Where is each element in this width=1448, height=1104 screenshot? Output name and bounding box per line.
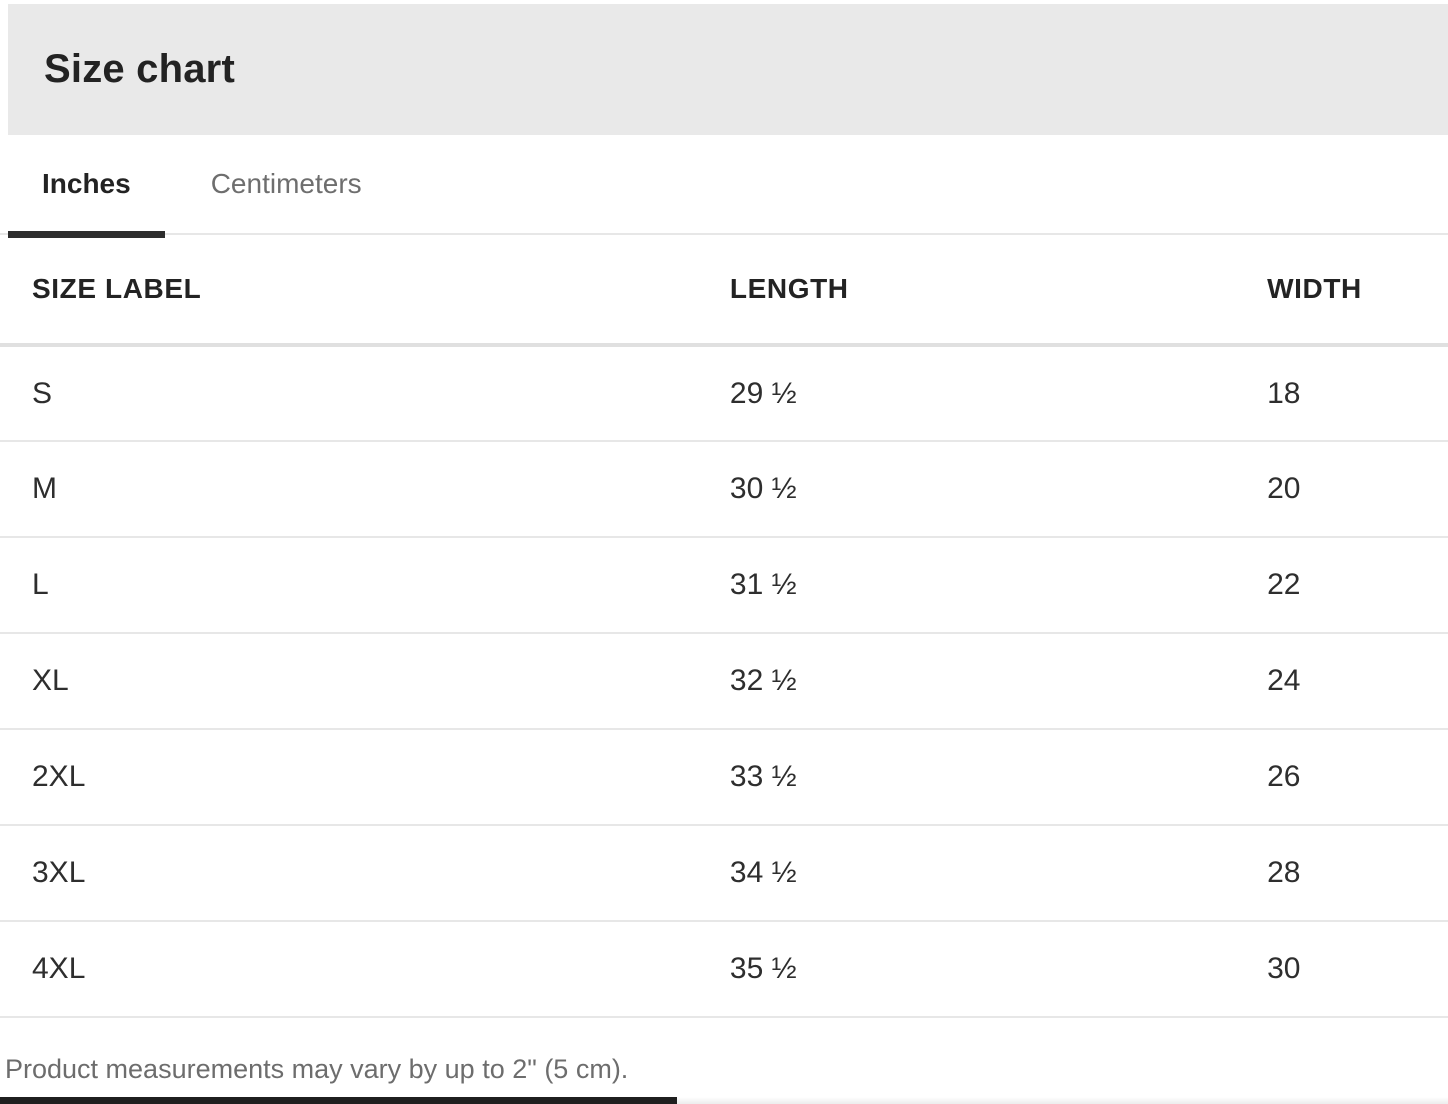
size-cell: 3XL [0, 825, 698, 922]
table-row: L 31 ½ 22 [0, 537, 1448, 634]
width-cell: 26 [1235, 729, 1448, 826]
tab-centimeters[interactable]: Centimeters [177, 135, 396, 233]
table-row: XL 32 ½ 24 [0, 633, 1448, 730]
table-row: 2XL 33 ½ 26 [0, 729, 1448, 826]
size-cell: L [0, 537, 698, 634]
size-cell: 4XL [0, 921, 698, 1018]
size-cell: 2XL [0, 729, 698, 826]
size-chart-header: Size chart [8, 4, 1448, 135]
width-cell: 28 [1235, 825, 1448, 922]
size-cell: M [0, 441, 698, 538]
length-cell: 31 ½ [697, 537, 1236, 634]
tab-inches-label: Inches [42, 168, 131, 199]
table-row: M 30 ½ 20 [0, 441, 1448, 538]
column-header-length: LENGTH [697, 235, 1236, 347]
tab-inches[interactable]: Inches [8, 135, 165, 238]
table-row: 3XL 34 ½ 28 [0, 825, 1448, 922]
column-header-width: WIDTH [1235, 235, 1448, 347]
size-table: SIZE LABEL LENGTH WIDTH S 29 ½ 18 M 30 ½… [0, 235, 1448, 1018]
width-cell: 24 [1235, 633, 1448, 730]
width-cell: 18 [1235, 345, 1448, 442]
length-cell: 29 ½ [697, 345, 1236, 442]
unit-tabs: Inches Centimeters [0, 135, 1448, 238]
table-header-row: SIZE LABEL LENGTH WIDTH [0, 235, 1448, 347]
width-cell: 30 [1235, 921, 1448, 1018]
bottom-dark-bar [0, 1097, 677, 1104]
length-cell: 34 ½ [697, 825, 1236, 922]
width-cell: 22 [1235, 537, 1448, 634]
length-cell: 32 ½ [697, 633, 1236, 730]
length-cell: 30 ½ [697, 441, 1236, 538]
tab-centimeters-label: Centimeters [210, 168, 362, 199]
page-title: Size chart [44, 47, 235, 91]
size-cell: XL [0, 633, 698, 730]
length-cell: 33 ½ [697, 729, 1236, 826]
width-cell: 20 [1235, 441, 1448, 538]
length-cell: 35 ½ [697, 921, 1236, 1018]
measurement-disclaimer: Product measurements may vary by up to 2… [5, 1054, 629, 1084]
column-header-size-label: SIZE LABEL [0, 235, 698, 347]
table-row: S 29 ½ 18 [0, 345, 1448, 442]
size-chart-panel: Size chart Inches Centimeters SIZE LABEL… [0, 4, 1448, 1104]
size-cell: S [0, 345, 698, 442]
table-row: 4XL 35 ½ 30 [0, 921, 1448, 1018]
